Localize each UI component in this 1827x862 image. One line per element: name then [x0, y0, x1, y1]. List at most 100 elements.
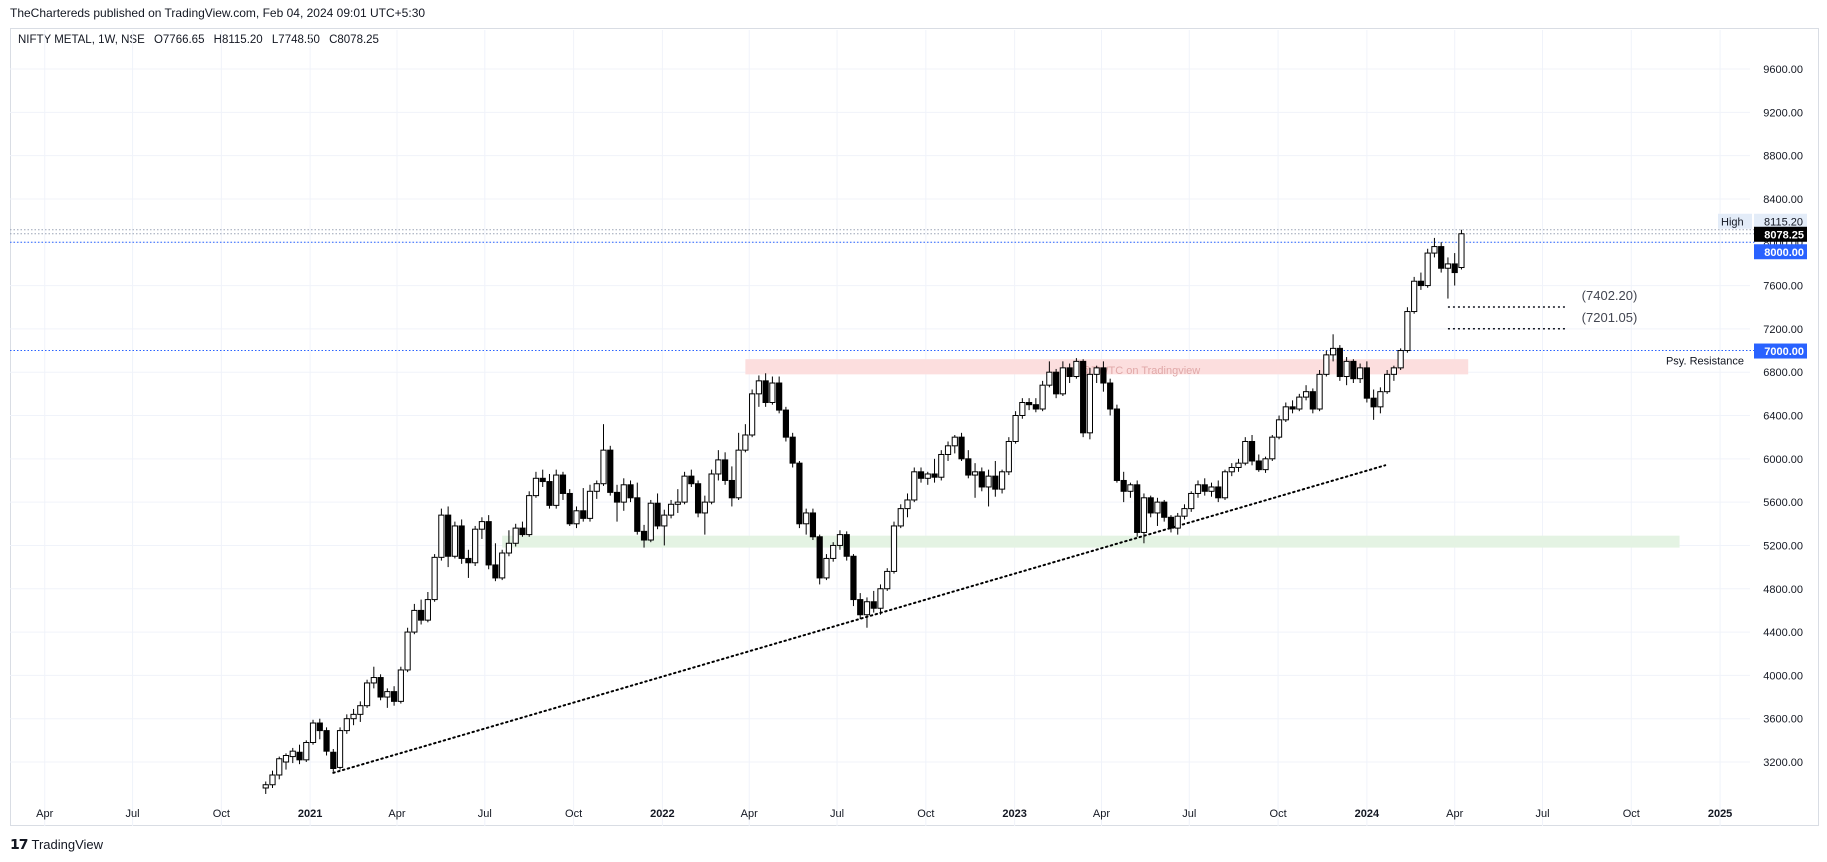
- candle: [384, 688, 391, 708]
- price-axis[interactable]: 3200.00 3600.00 4000.00 4400.00 4800.00 5200.…: [1763, 64, 1803, 769]
- candle-body: [1384, 373, 1391, 393]
- candle-body: [1012, 415, 1019, 442]
- candle: [776, 376, 783, 414]
- candle: [1242, 437, 1249, 466]
- candle: [755, 375, 762, 407]
- candle-body: [303, 742, 310, 761]
- candle-body: [944, 445, 952, 455]
- candle: [863, 597, 871, 628]
- candle-body: [1309, 391, 1316, 410]
- x-tick-label: Apr: [741, 808, 758, 820]
- y-tick-label: 5600.00: [1763, 497, 1803, 509]
- candle-body: [769, 382, 776, 404]
- candle-body: [1032, 404, 1039, 410]
- candle-body: [1336, 347, 1343, 378]
- candle: [769, 376, 776, 405]
- candle: [336, 727, 344, 770]
- candle: [465, 549, 472, 578]
- candle: [924, 471, 931, 485]
- candle-body: [1431, 246, 1438, 254]
- candle: [985, 469, 992, 507]
- legend-high: H8115.20: [213, 34, 263, 46]
- candle-body: [789, 436, 796, 464]
- y-tick-label: 9200.00: [1763, 107, 1803, 119]
- x-tick-label: Oct: [917, 808, 934, 820]
- candle-body: [1282, 406, 1289, 421]
- trendline[interactable]: [332, 464, 1387, 774]
- candle: [411, 603, 418, 635]
- candle: [1296, 393, 1303, 412]
- legend-symbol[interactable]: NIFTY METAL, 1W, NSE: [18, 34, 145, 46]
- watermark: @TWTC on Tradingview: [1080, 365, 1200, 377]
- candle: [620, 478, 627, 511]
- candle-body: [269, 774, 276, 786]
- candle: [262, 781, 269, 794]
- candle: [1201, 478, 1208, 496]
- candle-body: [512, 527, 519, 544]
- candle: [1215, 480, 1222, 503]
- candle: [559, 471, 567, 500]
- candle: [634, 482, 641, 535]
- candle: [532, 471, 540, 498]
- candle: [445, 506, 452, 568]
- candle: [1302, 385, 1310, 401]
- candle-body: [1329, 347, 1337, 356]
- candle-body: [823, 557, 830, 579]
- candle: [566, 489, 573, 526]
- candle-body: [1275, 419, 1283, 438]
- time-axis[interactable]: Apr Jul Oct 2021 Apr Jul Oct 2022 Apr Jul Oct 2023 A…: [36, 808, 1732, 820]
- candle: [857, 593, 864, 620]
- candle-body: [951, 436, 958, 447]
- candle-body: [749, 393, 756, 436]
- candle-body: [796, 462, 803, 525]
- candle-body: [1269, 436, 1276, 460]
- y-tick-label: 6000.00: [1763, 454, 1803, 466]
- candle-body: [586, 490, 594, 519]
- candle: [715, 450, 722, 481]
- candle: [586, 484, 594, 522]
- candle-body: [1039, 384, 1046, 410]
- candle-body: [613, 491, 621, 503]
- candle: [526, 491, 533, 537]
- candle: [1350, 359, 1357, 384]
- candle: [1397, 348, 1404, 371]
- candle-body: [492, 564, 499, 579]
- candle: [1140, 493, 1148, 544]
- candle-body: [857, 599, 864, 616]
- candle-body: [674, 501, 681, 505]
- candle: [1323, 350, 1330, 377]
- y-tick-label: 4400.00: [1763, 627, 1803, 639]
- candle: [472, 525, 479, 567]
- candle: [539, 469, 546, 487]
- candle: [938, 450, 945, 481]
- candle-body: [357, 705, 364, 715]
- candle: [627, 480, 634, 503]
- candle: [803, 508, 810, 535]
- candle-body: [1363, 367, 1370, 399]
- candle: [499, 549, 506, 581]
- candle: [269, 770, 276, 788]
- candle-body: [667, 503, 675, 516]
- candle: [1107, 378, 1114, 416]
- candle-body: [971, 471, 979, 476]
- candle-body: [728, 479, 735, 499]
- y-tick-label: 6400.00: [1763, 411, 1803, 423]
- candle: [830, 542, 837, 562]
- level-label: (7201.05): [1582, 310, 1638, 325]
- candle: [998, 469, 1006, 494]
- x-tick-label: Jul: [1182, 808, 1196, 820]
- candle-body: [1323, 354, 1330, 375]
- candle: [789, 432, 796, 468]
- candle: [1451, 253, 1458, 286]
- candle: [573, 506, 580, 529]
- y-tick-label: 7200.00: [1763, 324, 1803, 336]
- candle: [884, 568, 891, 591]
- footer-logo-text: TradingView: [31, 837, 104, 852]
- candle: [418, 599, 425, 625]
- candle: [1181, 504, 1188, 520]
- candle: [593, 480, 600, 499]
- candle: [647, 499, 654, 543]
- x-tick-label: Oct: [565, 808, 582, 820]
- candle-body: [451, 525, 458, 557]
